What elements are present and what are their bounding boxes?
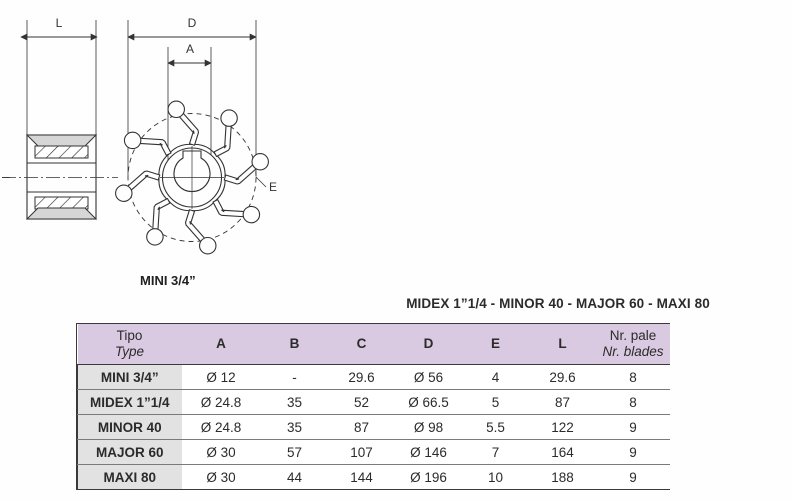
svg-text:A: A	[186, 42, 194, 56]
svg-text:E: E	[269, 180, 277, 194]
svg-text:MINI 3/4”: MINI 3/4”	[140, 273, 196, 288]
svg-text:D: D	[188, 16, 197, 30]
svg-text:L: L	[56, 16, 63, 30]
